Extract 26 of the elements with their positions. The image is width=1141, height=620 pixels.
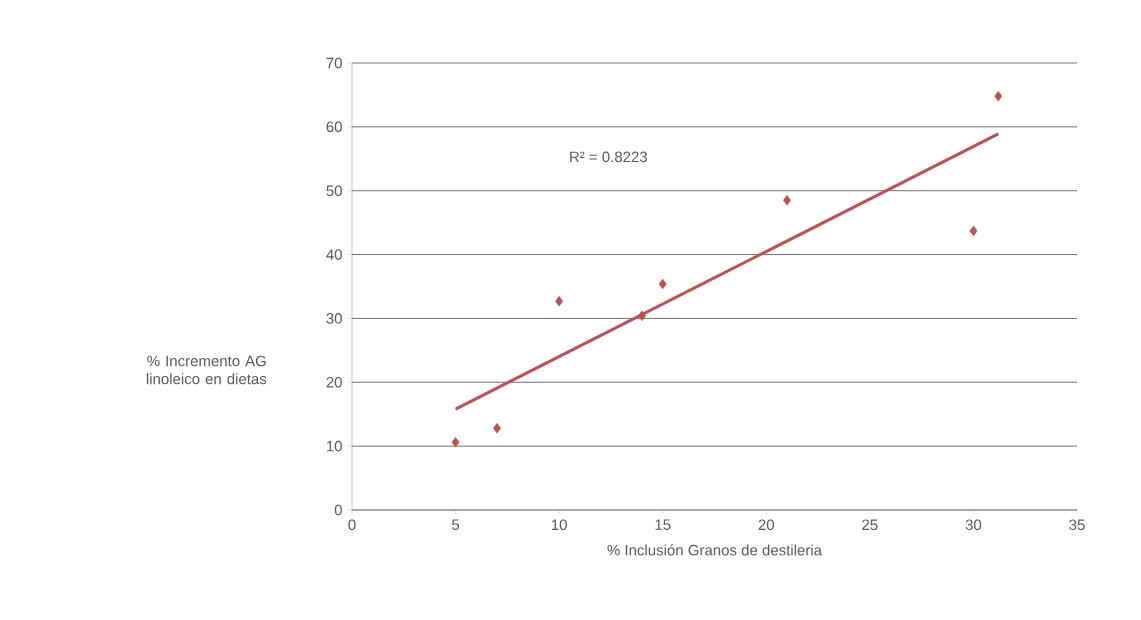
- x-tick-label: 10: [551, 519, 567, 531]
- x-tick-label: 15: [655, 519, 671, 530]
- x-tick-label: 25: [862, 519, 878, 531]
- x-axis-title: % Inclusión Granos de destileria: [607, 544, 823, 556]
- x-tick-label: 20: [758, 519, 775, 531]
- point: [451, 437, 460, 448]
- annotation: R² = 0.8223: [570, 151, 648, 163]
- x-tick-label: 30: [965, 519, 982, 531]
- point: [783, 195, 791, 206]
- y-tick-label: 50: [326, 185, 342, 197]
- point: [493, 423, 501, 434]
- y-tick-label: 40: [326, 249, 342, 260]
- y-tick-label: 20: [326, 376, 342, 388]
- y-tick-label: 70: [326, 57, 342, 69]
- y-tick-label: 10: [327, 440, 342, 452]
- point: [658, 278, 667, 290]
- point: [969, 225, 978, 237]
- y-tick-label: 0: [334, 504, 342, 516]
- x-tick-label: 5: [452, 519, 460, 530]
- point: [994, 91, 1003, 102]
- y-tick-label: 30: [326, 313, 342, 324]
- point: [555, 295, 564, 307]
- x-tick-label: 35: [1069, 519, 1085, 531]
- y-tick-label: 60: [326, 121, 342, 133]
- y-axis-title: % Incremento AG linoleico en dietas: [146, 355, 267, 385]
- x-tick-label: 0: [348, 519, 356, 531]
